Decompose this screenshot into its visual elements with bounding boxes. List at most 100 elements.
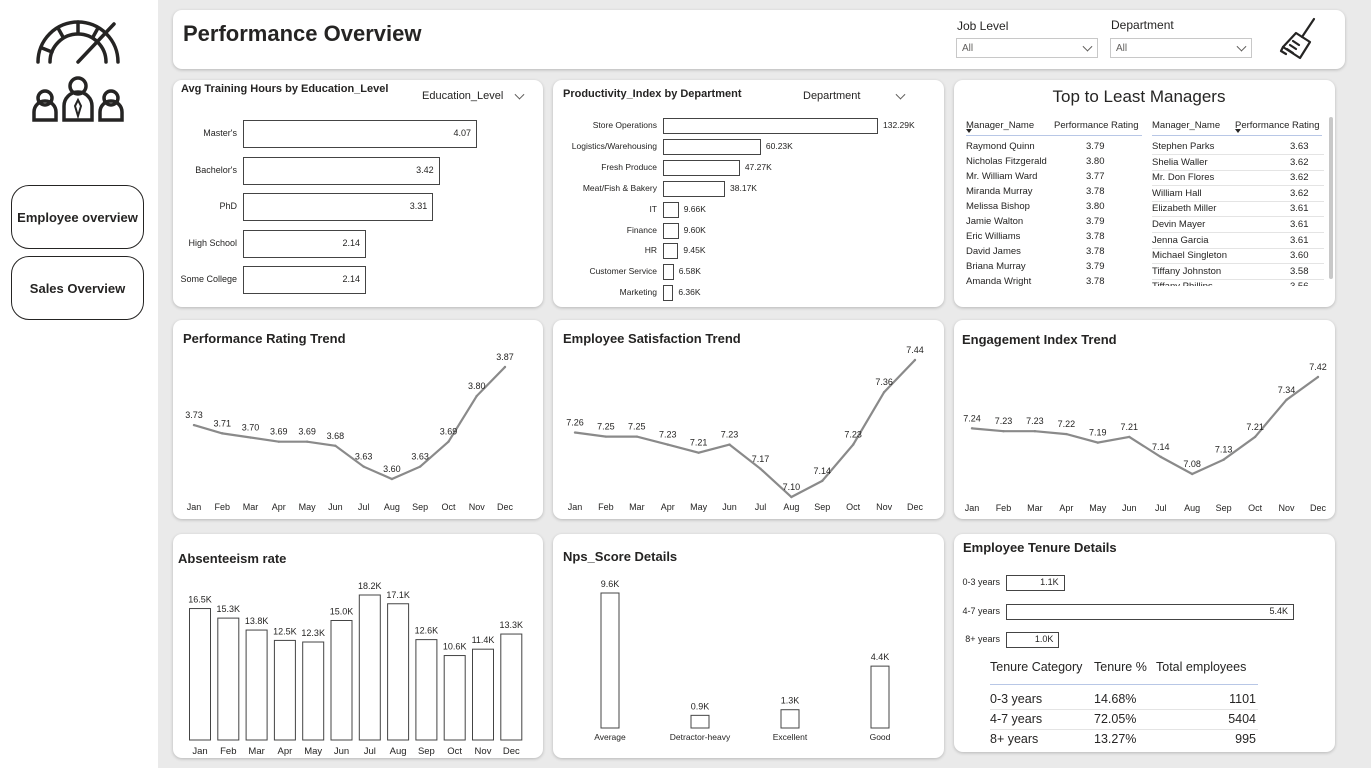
- data-point[interactable]: [1190, 472, 1194, 476]
- bar[interactable]: [243, 156, 440, 185]
- data-point[interactable]: [503, 365, 507, 369]
- data-point[interactable]: [821, 479, 824, 483]
- department-dropdown[interactable]: Department: [798, 86, 910, 106]
- bar[interactable]: [443, 655, 466, 741]
- trend-line[interactable]: [193, 366, 506, 481]
- data-point[interactable]: [305, 440, 309, 443]
- data-point[interactable]: [604, 435, 608, 438]
- bar[interactable]: [1006, 632, 1060, 648]
- table-row[interactable]: Eric Williams 3.78: [966, 231, 1142, 245]
- table-row[interactable]: Melissa Bishop 3.80: [966, 201, 1142, 215]
- table-row[interactable]: Briana Murray 3.79: [966, 261, 1142, 275]
- data-point[interactable]: [1065, 432, 1068, 436]
- table-row[interactable]: David James 3.78: [966, 246, 1142, 260]
- bar[interactable]: [330, 619, 353, 741]
- data-point[interactable]: [728, 443, 731, 446]
- data-point[interactable]: [1033, 430, 1037, 433]
- bar[interactable]: [690, 714, 710, 729]
- table-row[interactable]: 8+ years 13.27% 995: [990, 730, 1258, 750]
- data-point[interactable]: [697, 451, 700, 454]
- data-point[interactable]: [1253, 435, 1257, 439]
- data-point[interactable]: [192, 423, 196, 427]
- bar[interactable]: [302, 641, 325, 741]
- data-point[interactable]: [635, 435, 639, 438]
- table-row[interactable]: 0-3 years 14.68% 1101: [990, 690, 1258, 710]
- bar[interactable]: [663, 285, 674, 302]
- data-point[interactable]: [475, 394, 478, 398]
- data-point[interactable]: [1316, 375, 1320, 379]
- table-row[interactable]: Tiffany Phillips 3.56: [1152, 281, 1324, 286]
- bar[interactable]: [243, 193, 434, 222]
- clear-filters-broom-icon[interactable]: [1278, 16, 1322, 62]
- data-point[interactable]: [666, 443, 669, 446]
- data-point[interactable]: [447, 440, 450, 443]
- bar[interactable]: [217, 617, 240, 741]
- bar[interactable]: [415, 639, 438, 741]
- bar[interactable]: [663, 118, 878, 134]
- bar[interactable]: [243, 229, 367, 258]
- data-point[interactable]: [759, 467, 762, 470]
- bar[interactable]: [663, 180, 726, 197]
- table-row[interactable]: Elizabeth Miller 3.61: [1152, 203, 1324, 218]
- bar[interactable]: [870, 665, 890, 729]
- table-row[interactable]: William Hall 3.62: [1152, 188, 1324, 202]
- data-point[interactable]: [882, 391, 886, 394]
- data-point[interactable]: [790, 495, 793, 499]
- bar[interactable]: [1006, 575, 1065, 591]
- managers-table-left[interactable]: Manager_Name Performance Rating Raymond …: [966, 120, 1146, 286]
- table-row[interactable]: Jenna Garcia 3.61: [1152, 235, 1324, 249]
- data-point[interactable]: [334, 444, 337, 448]
- data-point[interactable]: [573, 431, 577, 434]
- table-row[interactable]: Michael Singleton 3.60: [1152, 250, 1324, 265]
- table-row[interactable]: Devin Mayer 3.61: [1152, 219, 1324, 233]
- job-level-dropdown[interactable]: All: [956, 38, 1098, 58]
- data-point[interactable]: [1002, 430, 1005, 433]
- data-point[interactable]: [913, 358, 917, 362]
- col-header-performance-rating[interactable]: Performance Rating: [1235, 120, 1320, 131]
- table-row[interactable]: Amanda Wright 3.78: [966, 276, 1142, 286]
- table-row[interactable]: Miranda Murray 3.78: [966, 186, 1142, 200]
- nav-employee-overview-button[interactable]: Employee overview: [11, 185, 144, 249]
- bar[interactable]: [663, 243, 679, 260]
- bar[interactable]: [780, 709, 800, 729]
- education-level-dropdown[interactable]: Education_Level: [417, 86, 529, 106]
- bar[interactable]: [245, 629, 268, 741]
- bar[interactable]: [189, 608, 211, 741]
- bar[interactable]: [663, 138, 761, 155]
- table-row[interactable]: Raymond Quinn 3.79: [966, 141, 1142, 155]
- bar[interactable]: [273, 639, 296, 741]
- managers-scrollbar[interactable]: [1329, 117, 1333, 279]
- table-row[interactable]: Jamie Walton 3.79: [966, 216, 1142, 230]
- col-header-manager-name[interactable]: Manager_Name: [1152, 120, 1221, 131]
- data-point[interactable]: [970, 427, 974, 430]
- data-point[interactable]: [418, 465, 422, 468]
- data-point[interactable]: [1285, 398, 1288, 402]
- table-row[interactable]: Nicholas Fitzgerald 3.80: [966, 156, 1142, 170]
- department-filter-dropdown[interactable]: All: [1110, 38, 1252, 58]
- table-row[interactable]: Stephen Parks 3.63: [1152, 141, 1324, 155]
- bar[interactable]: [358, 594, 381, 741]
- data-point[interactable]: [249, 436, 252, 439]
- table-row[interactable]: 4-7 years 72.05% 5404: [990, 710, 1258, 730]
- bar[interactable]: [663, 264, 674, 281]
- bar[interactable]: [663, 222, 679, 239]
- table-row[interactable]: Mr. Don Flores 3.62: [1152, 172, 1324, 187]
- col-header-total-employees[interactable]: Total employees: [1156, 660, 1247, 674]
- bar[interactable]: [663, 159, 740, 176]
- data-point[interactable]: [1159, 455, 1162, 459]
- col-header-tenure-percent[interactable]: Tenure %: [1094, 660, 1147, 674]
- bar[interactable]: [500, 633, 523, 741]
- bar[interactable]: [472, 648, 494, 741]
- trend-line[interactable]: [971, 376, 1319, 476]
- bar[interactable]: [1006, 603, 1294, 620]
- col-header-manager-name[interactable]: Manager_Name: [966, 120, 1035, 131]
- data-point[interactable]: [221, 432, 224, 435]
- data-point[interactable]: [851, 443, 855, 446]
- bar[interactable]: [663, 201, 679, 218]
- data-point[interactable]: [1128, 435, 1131, 439]
- data-point[interactable]: [1096, 441, 1100, 444]
- nav-sales-overview-button[interactable]: Sales Overview: [11, 256, 144, 320]
- bar[interactable]: [387, 603, 410, 741]
- managers-table-right[interactable]: Manager_Name Performance Rating Stephen …: [1152, 120, 1324, 286]
- table-row[interactable]: Tiffany Johnston 3.58: [1152, 266, 1324, 280]
